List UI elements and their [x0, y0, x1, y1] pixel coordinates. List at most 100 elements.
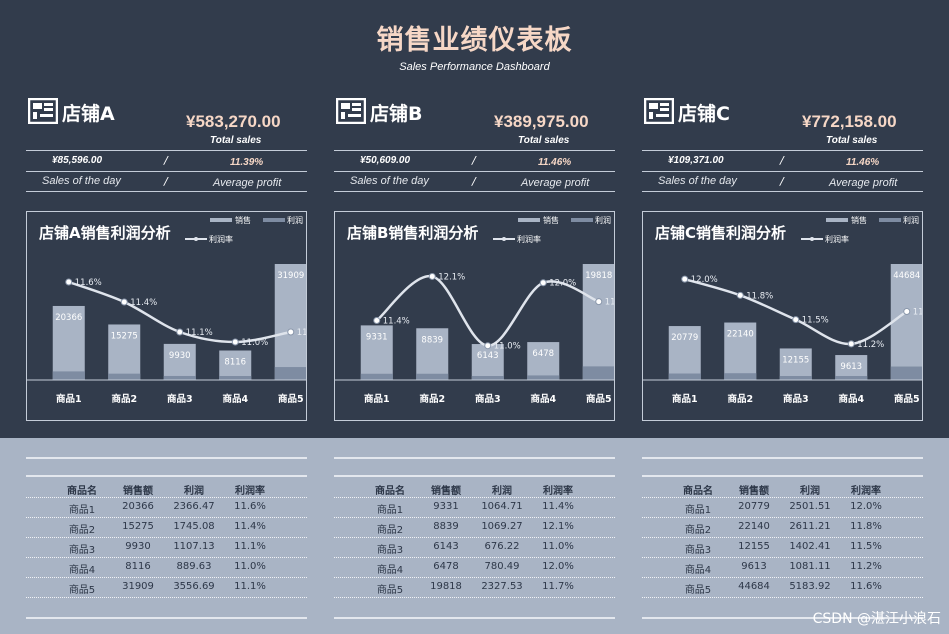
table-cell: 11.7% — [542, 581, 574, 592]
table-cell: 6478 — [433, 561, 459, 572]
table-cell: 2611.21 — [789, 521, 831, 532]
table-cell: 11.4% — [542, 501, 574, 512]
table-cell: 11.6% — [850, 581, 882, 592]
total-sales-label: Total sales — [826, 135, 878, 146]
sales-profit-chart: 店铺C销售利润分析 销售 利润 利润率 20779 商品1 22140 商品2 12155 商品3… — [642, 211, 923, 421]
sales-bar — [779, 348, 812, 380]
table-header-cell: 利润 — [492, 486, 512, 497]
table-cell: 11.5% — [850, 541, 882, 552]
legend-label-margin: 利润率 — [209, 234, 233, 244]
store-panel: 店铺C ¥772,158.00 Total sales ¥109,371.00 / 11.… — [642, 95, 927, 421]
total-sales-label: Total sales — [518, 135, 570, 146]
margin-data-label: 11.7% — [605, 298, 614, 308]
profit-bar — [360, 373, 393, 380]
average-profit-value: 11.46% — [846, 157, 880, 168]
table-dotted-rule — [334, 497, 615, 498]
table-header-cell: 商品名 — [683, 486, 713, 497]
table-cell: 商品5 — [68, 585, 96, 596]
legend-marker-margin — [810, 237, 814, 241]
sales-data-label: 20779 — [671, 333, 698, 343]
margin-data-label: 11.2% — [857, 340, 884, 350]
sales-bar — [668, 326, 701, 380]
store-name: 店铺B — [370, 103, 423, 125]
day-sales-label: Sales of the day — [42, 175, 121, 187]
category-tick-label: 商品2 — [727, 393, 753, 405]
category-tick-label: 商品2 — [419, 393, 445, 405]
table-cell: 商品5 — [684, 585, 712, 596]
profit-bar — [724, 373, 757, 380]
sales-data-label: 31909 — [277, 271, 304, 281]
store-name: 店铺A — [62, 103, 115, 125]
margin-point — [484, 342, 492, 350]
margin-point — [847, 340, 855, 348]
legend-marker-margin — [194, 237, 198, 241]
day-sales-label: Sales of the day — [350, 175, 429, 187]
legend-swatch-sales — [210, 218, 232, 222]
sales-bar — [527, 342, 560, 380]
store-panel: 店铺A ¥583,270.00 Total sales ¥85,596.00 / 11.3… — [26, 95, 311, 421]
sales-data-label: 12155 — [782, 355, 809, 365]
sales-bar — [835, 355, 868, 380]
table-cell: 9930 — [125, 541, 151, 552]
profit-bar — [779, 376, 812, 380]
category-tick-label: 商品3 — [475, 393, 501, 405]
margin-data-label: 11.5% — [802, 316, 829, 326]
separator: / — [780, 154, 784, 167]
separator: / — [164, 154, 168, 167]
table-dotted-rule — [334, 537, 615, 538]
table-cell: 1064.71 — [481, 501, 523, 512]
chart-title: 店铺C销售利润分析 — [655, 224, 786, 242]
separator: / — [164, 175, 168, 188]
divider — [642, 150, 923, 151]
chart-title: 店铺B销售利润分析 — [347, 224, 478, 242]
day-sales-value: ¥50,609.00 — [360, 155, 411, 166]
table-cell: 12155 — [738, 541, 770, 552]
sales-profit-chart: 店铺A销售利润分析 销售 利润 利润率 20366 商品1 15275 商品2 9930 商品3 8… — [26, 211, 307, 421]
table-cell: 15275 — [122, 521, 154, 532]
category-tick-label: 商品4 — [222, 393, 248, 405]
legend-label-margin: 利润率 — [517, 234, 541, 244]
legend-swatch-sales — [826, 218, 848, 222]
average-profit-label: Average profit — [213, 177, 282, 189]
total-sales-value: ¥772,158.00 — [802, 112, 897, 131]
margin-point — [373, 317, 381, 325]
divider — [26, 171, 307, 172]
table-header-cell: 商品名 — [67, 486, 97, 497]
sales-data-label: 9331 — [366, 332, 388, 342]
margin-data-label: 11.6% — [913, 308, 922, 318]
table-dotted-rule — [642, 517, 923, 518]
store-panel: 店铺B ¥389,975.00 Total sales ¥50,609.00 / 11.4… — [334, 95, 619, 421]
table-cell: 6143 — [433, 541, 459, 552]
profit-bar — [890, 366, 922, 380]
category-tick-label: 商品5 — [278, 393, 304, 405]
table-cell: 676.22 — [484, 541, 520, 552]
profit-bar — [582, 366, 614, 380]
margin-point — [287, 328, 295, 336]
table-cell: 9613 — [741, 561, 767, 572]
profit-bar — [471, 376, 504, 380]
table-cell: 商品2 — [684, 525, 712, 536]
margin-point — [539, 279, 547, 287]
profit-bar — [108, 373, 141, 380]
margin-data-label: 11.0% — [241, 338, 268, 348]
category-tick-label: 商品4 — [838, 393, 864, 405]
table-cell: 5183.92 — [789, 581, 831, 592]
table-cell: 12.1% — [542, 521, 574, 532]
table-cell: 11.8% — [850, 521, 882, 532]
sales-bar — [471, 344, 504, 380]
profit-bar — [274, 367, 306, 380]
divider — [642, 171, 923, 172]
margin-data-label: 11.1% — [186, 328, 213, 338]
table-cell: 1402.41 — [789, 541, 831, 552]
table-cell: 19818 — [430, 581, 462, 592]
margin-data-label: 12.0% — [691, 275, 718, 285]
legend-label-margin: 利润率 — [825, 234, 849, 244]
category-tick-label: 商品1 — [364, 393, 390, 405]
average-profit-label: Average profit — [521, 177, 590, 189]
legend-swatch-profit — [879, 218, 901, 222]
table-cell: 1081.11 — [789, 561, 831, 572]
table-dotted-rule — [642, 537, 923, 538]
sales-bar — [52, 305, 85, 380]
